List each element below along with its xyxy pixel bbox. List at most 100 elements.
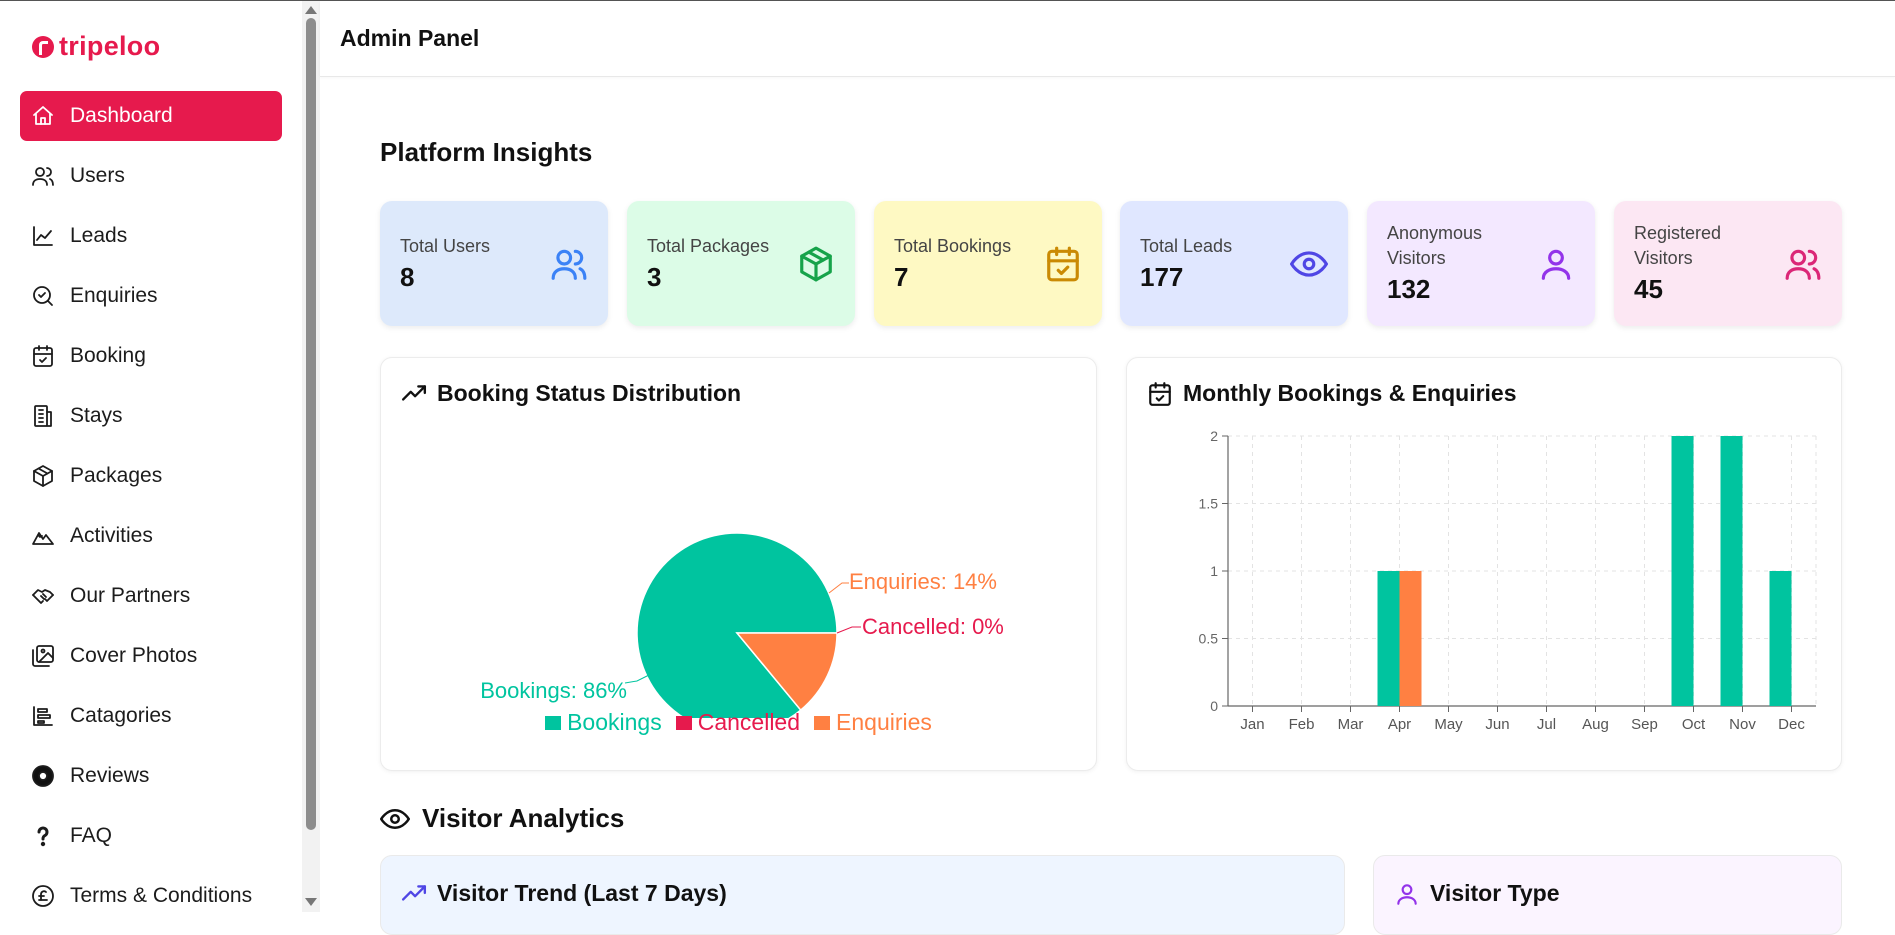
review-icon <box>30 763 56 789</box>
x-tick-label: Jul <box>1537 716 1556 733</box>
scroll-down-arrow-icon[interactable] <box>305 898 317 906</box>
x-tick-label: Feb <box>1289 716 1315 733</box>
bar-dec-series-0[interactable] <box>1769 571 1792 706</box>
legend-label: Bookings <box>567 709 662 735</box>
stat-card-label: Total Bookings <box>894 236 1012 256</box>
sidebar-item-cover-photos[interactable]: Cover Photos <box>20 631 282 681</box>
user-icon <box>1397 883 1417 905</box>
x-tick-label: Jan <box>1240 716 1264 733</box>
bar-apr-series-1[interactable] <box>1399 571 1422 706</box>
sidebar-item-enquiries[interactable]: Enquiries <box>20 271 282 321</box>
stat-card-value: 3 <box>647 262 662 292</box>
y-tick-label: 2 <box>1210 428 1218 444</box>
stat-card-label: Total Leads <box>1140 236 1233 256</box>
top-header: Admin Panel <box>320 1 1895 77</box>
sidebar-item-label: Catagories <box>70 704 172 727</box>
user-icon <box>1537 245 1575 283</box>
sidebar-item-catagories[interactable]: Catagories <box>20 691 282 741</box>
sidebar-item-label: Booking <box>70 344 146 367</box>
stat-card-label: Anonymous Visitors <box>1387 223 1483 268</box>
stat-card-value: 132 <box>1387 274 1431 304</box>
pie-label: Bookings: 86% <box>480 678 627 703</box>
pie-slice-bookings[interactable] <box>636 532 838 718</box>
stat-card-value: 7 <box>894 262 909 292</box>
sidebar-item-reviews[interactable]: Reviews <box>20 751 282 801</box>
visitor-trend-title: Visitor Trend (Last 7 Days) <box>401 880 727 907</box>
y-tick-label: 1 <box>1210 563 1218 579</box>
visitor-type-panel: Visitor Type <box>1373 855 1842 935</box>
eye-icon <box>1290 245 1328 283</box>
sidebar-item-terms-conditions[interactable]: Terms & Conditions <box>20 871 282 921</box>
stat-card-label: Registered Visitors <box>1634 223 1722 268</box>
pie-label: Enquiries: 14% <box>849 569 997 594</box>
sidebar-item-faq[interactable]: FAQ <box>20 811 282 861</box>
sidebar-item-label: Terms & Conditions <box>70 884 253 907</box>
visitor-type-title-text: Visitor Type <box>1430 880 1560 906</box>
package-icon <box>797 245 835 283</box>
page-title: Admin Panel <box>340 25 480 51</box>
y-tick-label: 0.5 <box>1199 631 1219 647</box>
legend-item-bookings[interactable]: Bookings <box>545 709 662 736</box>
sidebar-item-our-partners[interactable]: Our Partners <box>20 571 282 621</box>
monthly-bookings-bar-chart: 0 0.5 1 1.5 2 Jan Feb Mar Apr May Jun Jul Aug Sep Oct N… <box>1199 428 1817 733</box>
monthly-bookings-panel: Monthly Bookings & Enquiries 0 0.5 1 1.5 2 Ja… <box>1126 357 1842 771</box>
pound-icon <box>30 883 56 909</box>
x-tick-label: Sep <box>1631 716 1658 733</box>
brand-logo[interactable]: tripeloo <box>32 31 160 62</box>
eye-icon <box>380 808 410 829</box>
pie-slice-enquiries[interactable] <box>735 632 838 712</box>
sidebar-item-label: Reviews <box>70 764 150 787</box>
sidebar-item-users[interactable]: Users <box>20 151 282 201</box>
y-tick-label: 0 <box>1210 698 1218 714</box>
x-tick-label: Aug <box>1582 716 1609 733</box>
sidebar-scrollbar-thumb[interactable] <box>306 18 316 830</box>
sidebar-item-packages[interactable]: Packages <box>20 451 282 501</box>
legend-swatch <box>545 715 562 730</box>
sidebar-item-label: Our Partners <box>70 584 191 607</box>
sidebar-nav: Dashboard Users Leads Enquiries Booking Stays… <box>20 91 282 931</box>
stat-card-anonymous-visitors: Anonymous Visitors 132 <box>1367 201 1595 326</box>
visitor-type-title: Visitor Type <box>1394 880 1560 907</box>
logo-mark-icon <box>32 35 54 58</box>
building-icon <box>30 403 56 429</box>
bar-oct-series-0[interactable] <box>1671 436 1694 706</box>
booking-status-panel: Booking Status Distribution Bookings: 86… <box>380 357 1097 771</box>
trending-up-icon <box>401 384 427 401</box>
category-list-icon <box>30 703 56 729</box>
pie-label-line <box>624 674 650 684</box>
booking-status-title: Booking Status Distribution <box>401 380 741 407</box>
users-icon <box>550 245 588 283</box>
sidebar-item-stays[interactable]: Stays <box>20 391 282 441</box>
bar-apr-series-0[interactable] <box>1377 571 1400 706</box>
sidebar-item-dashboard[interactable]: Dashboard <box>20 91 282 141</box>
pie-label-line <box>828 582 849 594</box>
legend-swatch <box>675 715 692 730</box>
legend-item-enquiries[interactable]: Enquiries <box>814 709 932 736</box>
scroll-up-arrow-icon[interactable] <box>305 6 317 14</box>
question-icon <box>30 823 56 849</box>
stat-card-total-leads: Total Leads 177 <box>1120 201 1348 326</box>
search-check-icon <box>30 283 56 309</box>
calendar-check-icon <box>1149 381 1171 406</box>
pie-label-line <box>836 626 861 634</box>
legend-item-cancelled[interactable]: Cancelled <box>675 709 801 736</box>
x-tick-label: Mar <box>1338 716 1364 733</box>
x-tick-label: Oct <box>1682 716 1706 733</box>
bar-nov-series-0[interactable] <box>1720 436 1743 706</box>
sidebar-item-label: FAQ <box>70 824 113 847</box>
sidebar-item-booking[interactable]: Booking <box>20 331 282 381</box>
sidebar-item-leads[interactable]: Leads <box>20 211 282 261</box>
x-tick-label: Nov <box>1729 716 1756 733</box>
line-chart-icon <box>30 223 56 249</box>
stat-card-value: 177 <box>1140 262 1184 292</box>
stat-card-label: Total Users <box>400 236 491 256</box>
legend-label: Cancelled <box>697 709 801 735</box>
monthly-bookings-title: Monthly Bookings & Enquiries <box>1147 380 1517 407</box>
legend-swatch <box>814 715 831 730</box>
visitor-analytics-title: Visitor Analytics <box>380 803 624 834</box>
x-tick-label: May <box>1434 716 1463 733</box>
sidebar-item-label: Cover Photos <box>70 644 198 667</box>
sidebar-item-activities[interactable]: Activities <box>20 511 282 561</box>
stat-card-label: Total Packages <box>647 236 770 256</box>
users-icon <box>30 163 56 189</box>
